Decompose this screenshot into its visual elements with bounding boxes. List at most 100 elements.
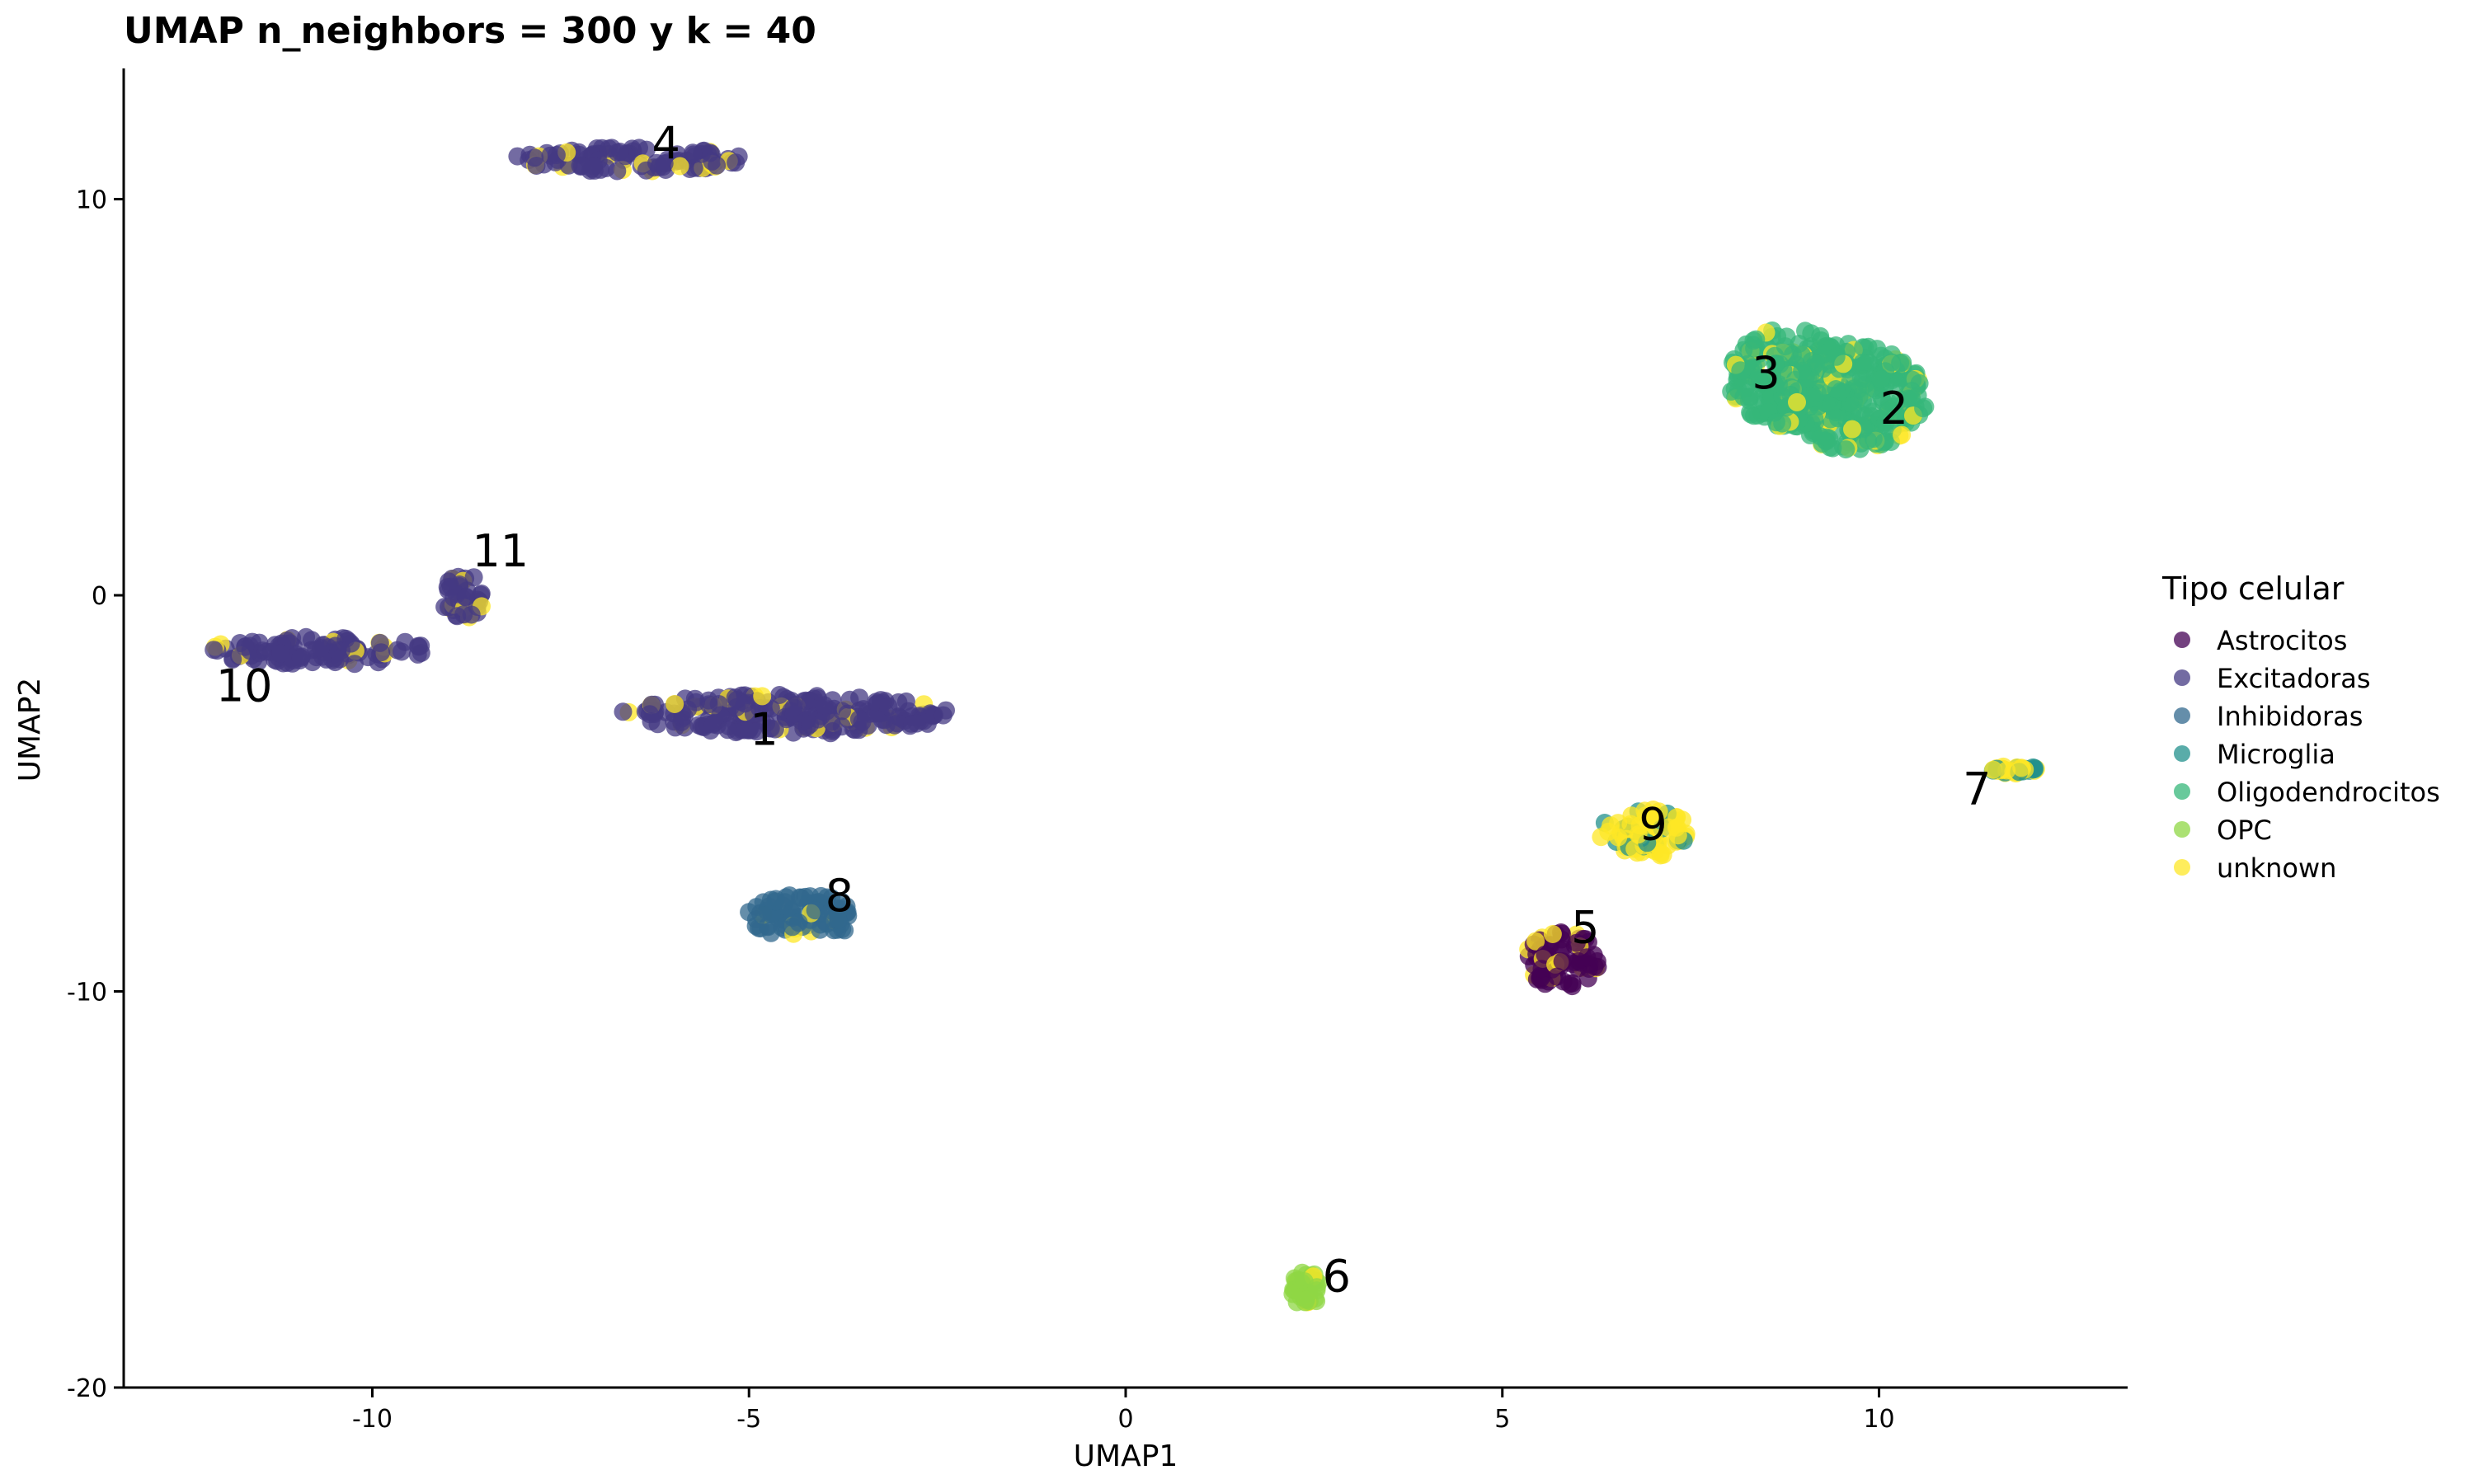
data-point	[1563, 974, 1582, 993]
data-point	[1788, 392, 1806, 411]
y-tick-label: 0	[92, 582, 107, 611]
data-point	[1811, 326, 1830, 345]
data-point	[689, 716, 708, 735]
x-tick-label: -5	[736, 1405, 761, 1434]
data-point	[1837, 440, 1856, 459]
data-point	[1653, 845, 1672, 864]
legend-swatch	[2174, 783, 2190, 800]
data-point	[1747, 330, 1766, 349]
x-tick-label: -10	[352, 1405, 393, 1434]
chart-title: UMAP n_neighbors = 300 y k = 40	[124, 10, 816, 52]
data-point	[573, 157, 591, 176]
data-point	[1532, 960, 1551, 979]
data-point	[525, 148, 544, 167]
cluster-10-points	[205, 627, 430, 674]
data-point	[223, 650, 242, 669]
data-point	[666, 695, 684, 713]
legend-item: Oligodendrocitos	[2174, 777, 2440, 808]
legend-label: Microglia	[2217, 739, 2335, 770]
data-point	[837, 897, 856, 916]
data-point	[853, 712, 872, 731]
legend-swatch	[2174, 859, 2190, 876]
data-point	[718, 721, 737, 740]
data-point	[1766, 355, 1785, 373]
legend-item: OPC	[2174, 815, 2272, 846]
data-point	[761, 719, 780, 738]
data-point	[2012, 758, 2031, 777]
data-point	[655, 154, 674, 173]
data-point	[829, 911, 848, 929]
cluster-11-points	[435, 567, 491, 627]
data-point	[1578, 948, 1597, 967]
data-point	[703, 715, 722, 734]
data-point	[1553, 952, 1572, 971]
data-point	[291, 649, 310, 667]
legend-label: Oligodendrocitos	[2217, 777, 2440, 808]
legend-label: Excitadoras	[2217, 663, 2371, 694]
data-point	[801, 715, 820, 734]
data-point	[840, 690, 859, 709]
data-point	[435, 598, 454, 617]
cluster-label-9: 9	[1639, 799, 1667, 851]
data-point	[815, 696, 834, 715]
data-point	[1629, 825, 1648, 844]
data-point	[1876, 413, 1895, 432]
data-point	[1649, 802, 1668, 821]
cluster-labels: 1 2 3 4 5 6 7 8 9 10 11	[216, 117, 1992, 1302]
cluster-label-1: 1	[750, 703, 778, 755]
data-point	[777, 888, 796, 907]
data-point	[1808, 383, 1827, 402]
cluster-label-5: 5	[1571, 902, 1599, 954]
data-point	[508, 147, 527, 166]
cluster-9-points	[1592, 801, 1696, 865]
data-point	[1807, 355, 1825, 373]
data-point	[1784, 345, 1802, 364]
data-point	[789, 913, 808, 932]
cluster-8-points	[740, 886, 858, 943]
cluster-6-points	[1283, 1263, 1328, 1312]
data-point	[1883, 353, 1902, 372]
legend-swatch	[2174, 745, 2190, 762]
legend-item: unknown	[2174, 852, 2336, 884]
data-point	[806, 901, 825, 920]
data-point	[1827, 380, 1846, 398]
data-point	[1823, 439, 1842, 458]
data-point	[1914, 399, 1933, 418]
data-point	[797, 691, 815, 710]
data-point	[1668, 826, 1687, 845]
data-point	[1853, 354, 1872, 372]
data-point	[236, 637, 255, 656]
data-point	[1854, 338, 1873, 357]
data-point	[886, 716, 904, 735]
data-point	[686, 693, 705, 711]
data-point	[684, 143, 703, 162]
data-point	[744, 705, 763, 723]
data-point	[331, 650, 350, 669]
x-ticks: -10 -5 0 5 10	[352, 1388, 1895, 1434]
legend-swatch	[2174, 707, 2190, 724]
y-tick-label: 10	[76, 186, 107, 215]
data-point	[1997, 761, 2016, 780]
data-point	[832, 717, 851, 736]
data-point	[1296, 1290, 1315, 1309]
data-point	[770, 686, 789, 704]
data-point	[1984, 760, 2003, 779]
data-point	[547, 146, 566, 164]
data-point	[1741, 387, 1760, 406]
x-tick-label: 5	[1494, 1405, 1510, 1434]
data-point	[896, 692, 915, 711]
data-point	[1827, 347, 1846, 366]
legend-title: Tipo celular	[2161, 571, 2345, 607]
data-point	[879, 697, 898, 716]
x-tick-label: 10	[1863, 1405, 1894, 1434]
cluster-label-10: 10	[216, 660, 273, 712]
data-point	[1851, 404, 1870, 423]
cluster-3-points	[1722, 321, 1857, 435]
y-tick-label: -20	[67, 1374, 107, 1403]
data-point	[684, 158, 703, 177]
data-point	[472, 585, 491, 603]
data-point	[1793, 361, 1812, 380]
data-point	[675, 707, 694, 726]
legend-label: Astrocitos	[2217, 625, 2347, 656]
legend-label: Inhibidoras	[2217, 701, 2363, 732]
